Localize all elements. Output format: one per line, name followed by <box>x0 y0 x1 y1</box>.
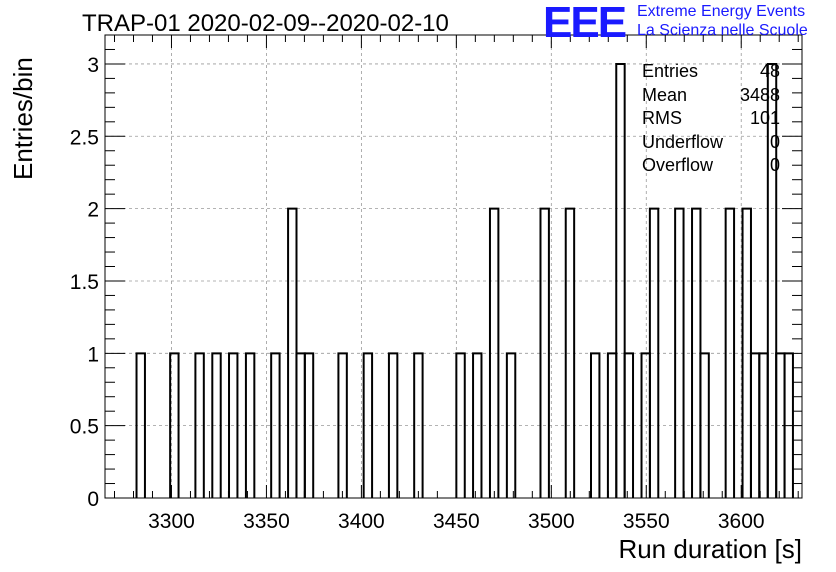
stat-row-rms: RMS 101 <box>642 107 780 131</box>
logo-line-2: La Scienza nelle Scuole <box>637 22 808 39</box>
y-tick-label: 0 <box>87 488 99 511</box>
histogram-bar <box>623 352 635 498</box>
stat-row-underflow: Underflow 0 <box>642 131 780 155</box>
histogram-bar <box>472 352 483 498</box>
x-tick-label: 3400 <box>338 510 385 533</box>
histogram-bar <box>505 352 517 498</box>
stats-box: Entries 48 Mean 3488 RMS 101 Underflow 0… <box>642 60 780 178</box>
histogram-bars <box>135 62 794 498</box>
stat-row-overflow: Overflow 0 <box>642 154 780 178</box>
y-tick-label: 1.5 <box>70 271 99 294</box>
x-tick-label: 3450 <box>433 510 480 533</box>
histogram-bar <box>211 352 222 498</box>
eee-logo-text: Extreme Energy Events La Scienza nelle S… <box>637 2 808 40</box>
stat-value: 3488 <box>739 84 780 105</box>
stat-row-mean: Mean 3488 <box>642 84 780 108</box>
axis-ticks <box>105 35 802 499</box>
x-tick-label: 3300 <box>148 510 195 533</box>
stat-value: 101 <box>749 108 780 128</box>
histogram-bar <box>766 62 778 498</box>
x-tick-label: 3550 <box>623 510 670 533</box>
histogram-bar <box>455 352 466 498</box>
histogram-bar <box>244 352 256 498</box>
stat-label: Overflow <box>642 155 714 175</box>
y-tick-label: 2.5 <box>70 126 99 149</box>
histogram-bar <box>615 62 626 498</box>
y-tick-label: 1 <box>87 343 99 366</box>
histogram-bar <box>169 352 180 498</box>
y-tick-label: 0.5 <box>70 416 99 439</box>
chart-title: TRAP-01 2020-02-09--2020-02-10 <box>82 10 449 37</box>
histogram-bar <box>488 207 500 498</box>
histogram-bar <box>337 352 348 498</box>
stat-value: 0 <box>769 131 780 152</box>
stat-label: Entries <box>642 61 699 81</box>
histogram-bar <box>387 352 399 498</box>
histogram-bar <box>699 352 710 498</box>
x-tick-label: 3600 <box>718 510 765 533</box>
y-tick-label: 3 <box>87 54 99 77</box>
stat-label: RMS <box>642 108 682 128</box>
histogram-bar <box>564 207 576 498</box>
histogram-bar <box>413 352 424 498</box>
y-axis-label: Entries/bin <box>8 57 38 180</box>
x-tick-label: 3500 <box>528 510 575 533</box>
histogram-bar <box>303 352 315 498</box>
stat-label: Underflow <box>642 131 724 152</box>
stat-label: Mean <box>642 84 688 105</box>
histogram-bar <box>228 352 239 498</box>
histogram-bar <box>135 352 146 498</box>
stat-value: 48 <box>759 61 780 81</box>
stat-value: 0 <box>769 155 780 175</box>
y-tick-label: 2 <box>87 199 99 222</box>
histogram-bar <box>590 352 601 498</box>
x-tick-label: 3350 <box>243 510 290 533</box>
logo-line-1: Extreme Energy Events <box>637 3 806 20</box>
stat-row-entries: Entries 48 <box>642 60 780 84</box>
histogram-bar <box>539 207 550 498</box>
histogram-bar <box>270 352 281 498</box>
histogram-bar <box>194 352 205 498</box>
tick-labels: 3300 3350 3400 3450 3500 3550 3600 0 0.5 1 1.5 2 2.5… <box>70 54 765 533</box>
histogram-bar <box>674 207 685 498</box>
eee-logo: EEE <box>543 0 627 47</box>
histogram-bar <box>648 207 660 498</box>
x-axis-label: Run duration [s] <box>618 534 802 564</box>
histogram-bar <box>362 352 374 498</box>
histogram-bar <box>724 207 736 498</box>
